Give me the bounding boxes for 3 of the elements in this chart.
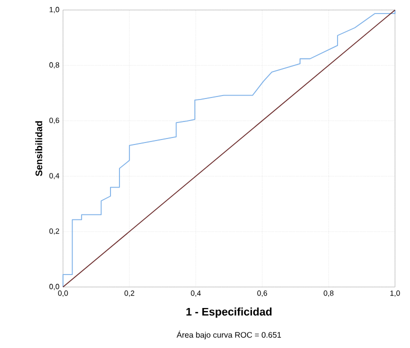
- y-axis-title: Sensibilidad: [35, 121, 42, 176]
- x-axis-title: 1 - Especificidad: [186, 308, 272, 318]
- line-series: [62, 10, 396, 288]
